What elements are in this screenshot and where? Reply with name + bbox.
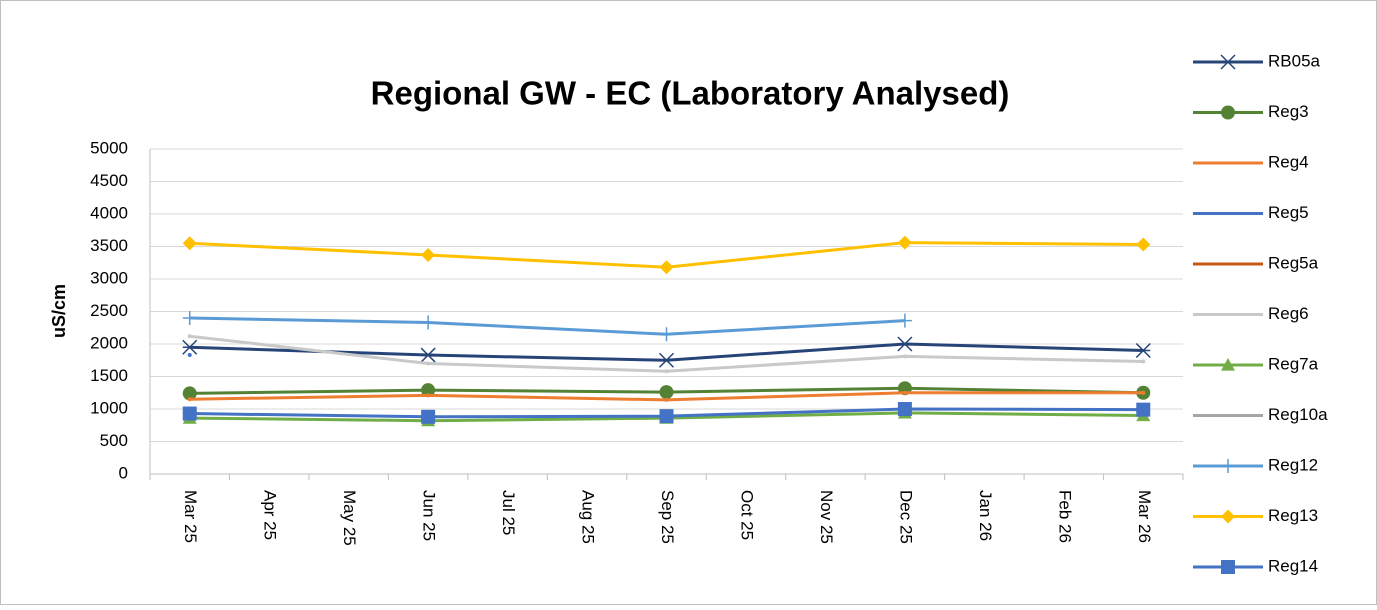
y-tick-label: 5000 <box>90 138 128 157</box>
legend-label: Reg13 <box>1268 506 1318 525</box>
y-axis-title: uS/cm <box>49 284 69 338</box>
legend-label: Reg5a <box>1268 253 1319 272</box>
series-line <box>189 316 905 336</box>
y-tick-label: 3000 <box>90 268 128 287</box>
legend-label: Reg14 <box>1268 556 1318 575</box>
x-tick-label: Jul 25 <box>499 490 518 535</box>
x-tick-label: Feb 26 <box>1055 490 1074 543</box>
marker <box>182 386 197 401</box>
legend-label: Reg12 <box>1268 455 1318 474</box>
chart-title: Regional GW - EC (Laboratory Analysed) <box>371 75 1010 112</box>
x-tick-label: Aug 25 <box>579 490 598 544</box>
x-tick-label: Jan 26 <box>976 490 995 541</box>
marker <box>421 409 436 424</box>
marker <box>187 397 192 402</box>
legend-label: Reg10a <box>1268 405 1328 424</box>
legend-label: Reg4 <box>1268 152 1309 171</box>
marker <box>182 311 197 325</box>
y-tick-label: 500 <box>100 431 128 450</box>
y-tick-label: 2500 <box>90 301 128 320</box>
legend-marker <box>1221 105 1235 120</box>
y-tick-label: 0 <box>119 463 128 482</box>
marker <box>1136 402 1151 417</box>
x-tick-label: May 25 <box>340 490 359 546</box>
marker <box>421 315 436 330</box>
marker <box>182 406 197 421</box>
marker <box>421 247 436 262</box>
x-tick-label: Sep 25 <box>658 490 677 544</box>
marker <box>659 327 674 342</box>
x-tick-label: Mar 25 <box>181 490 200 543</box>
x-tick-label: Apr 25 <box>261 490 280 540</box>
marker <box>421 383 436 398</box>
marker <box>897 313 912 328</box>
x-tick-label: Nov 25 <box>817 490 836 544</box>
x-tick-label: Dec 25 <box>896 490 915 544</box>
marker <box>659 260 674 275</box>
marker <box>664 397 669 402</box>
marker <box>420 347 436 363</box>
legend-label: RB05a <box>1268 51 1321 70</box>
legend-label: Reg7a <box>1268 354 1319 373</box>
marker <box>426 361 431 366</box>
legend-label: Reg6 <box>1268 304 1309 323</box>
marker <box>897 336 913 352</box>
marker <box>426 393 431 398</box>
y-tick-label: 2000 <box>90 333 128 352</box>
marker <box>664 369 669 374</box>
marker <box>182 339 198 355</box>
legend-label: Reg3 <box>1268 102 1309 121</box>
marker <box>897 235 912 250</box>
legend-marker <box>1221 358 1235 371</box>
x-tick-label: Jun 25 <box>420 490 439 541</box>
legend-label: Reg5 <box>1268 203 1309 222</box>
legend-marker <box>1221 560 1235 574</box>
y-tick-label: 4000 <box>90 203 128 222</box>
marker <box>187 334 192 339</box>
marker <box>658 352 675 368</box>
marker <box>1141 390 1146 395</box>
y-tick-label: 1000 <box>90 398 128 417</box>
legend-marker <box>1220 54 1236 70</box>
marker <box>187 353 192 358</box>
marker <box>1136 237 1151 252</box>
legend-marker <box>1221 459 1235 473</box>
x-tick-label: Mar 26 <box>1135 490 1154 543</box>
marker <box>659 385 674 400</box>
y-tick-label: 1500 <box>90 366 128 385</box>
marker <box>659 409 674 424</box>
legend-marker <box>1221 509 1235 524</box>
marker <box>1135 342 1151 359</box>
x-tick-label: Oct 25 <box>737 490 756 540</box>
y-tick-label: 4500 <box>90 171 128 190</box>
marker <box>897 402 912 416</box>
marker <box>902 354 907 359</box>
marker <box>902 390 907 395</box>
marker <box>1141 359 1146 364</box>
marker <box>182 236 197 251</box>
y-tick-label: 3500 <box>90 236 128 255</box>
